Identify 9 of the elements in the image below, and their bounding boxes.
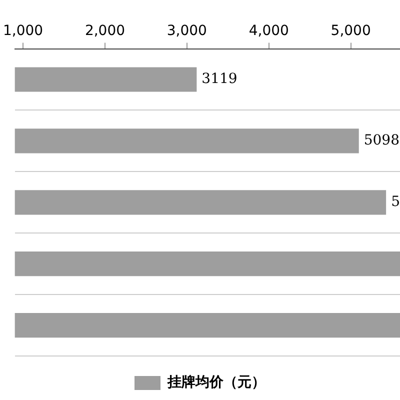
text: 5098	[364, 132, 400, 149]
text: 3119	[202, 71, 238, 88]
x-tick-label: 3,000	[166, 23, 207, 40]
x-tick-label: 2,000	[84, 23, 126, 40]
x-tick-label: 5,000	[330, 23, 371, 40]
legend-label: 挂牌均价（元）	[166, 374, 266, 391]
text: 5	[391, 194, 400, 210]
x-tick-label: 4,000	[248, 23, 289, 40]
x-tick-label: 1,000	[2, 23, 44, 40]
